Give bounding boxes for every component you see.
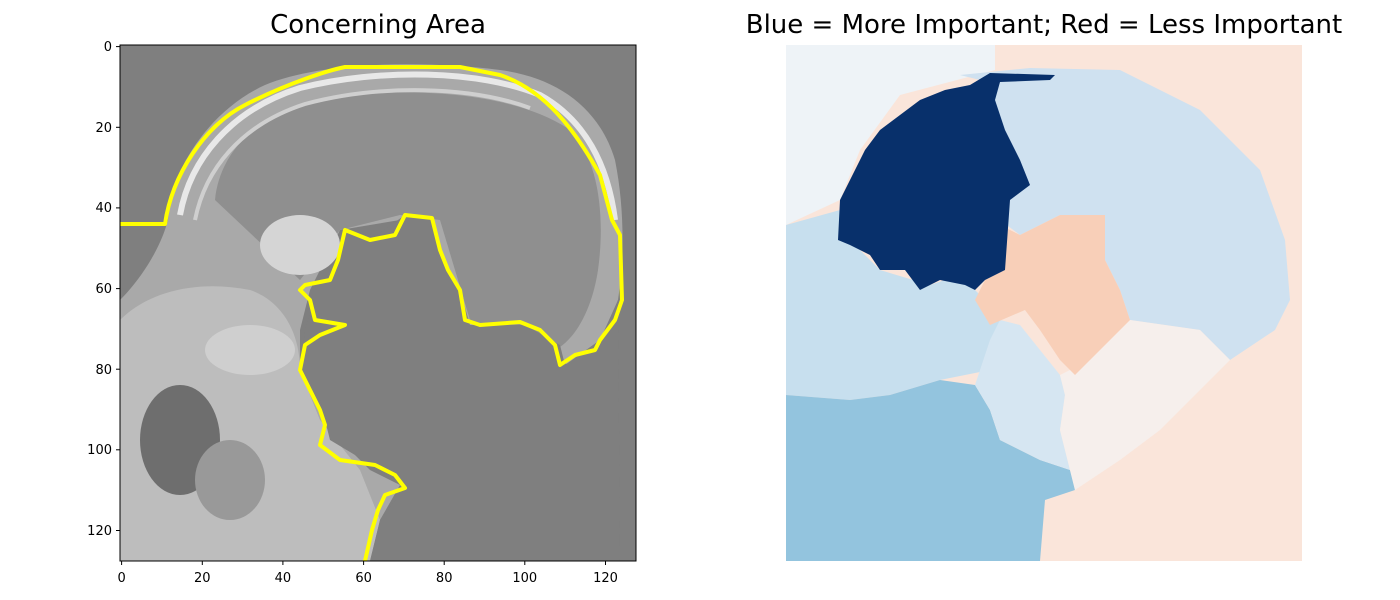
x-tick-label: 100 <box>512 571 537 586</box>
x-tick-label: 40 <box>275 571 292 586</box>
y-tick-label: 120 <box>87 524 112 539</box>
region-salmon <box>975 215 1130 375</box>
left-axes-frame <box>119 44 637 562</box>
region-sky-blue <box>786 210 1000 400</box>
left-panel-title: Concerning Area <box>270 10 486 40</box>
y-tick-label: 20 <box>95 121 112 136</box>
x-tick-label: 120 <box>593 571 618 586</box>
y-tick-label: 100 <box>87 443 112 458</box>
y-tick-label: 0 <box>104 40 112 55</box>
y-tick-label: 40 <box>95 201 112 216</box>
x-tick-label: 0 <box>117 571 125 586</box>
right-panel-title: Blue = More Important; Red = Less Import… <box>745 10 1343 40</box>
x-tick-label: 80 <box>436 571 453 586</box>
left-x-axis: 0 20 40 60 80 100 120 <box>117 561 618 586</box>
importance-map <box>786 45 1302 561</box>
region-dark-blue <box>838 73 1055 290</box>
x-tick-label: 60 <box>355 571 372 586</box>
region-pale-blue <box>975 320 1070 470</box>
x-tick-label: 20 <box>194 571 211 586</box>
y-tick-label: 60 <box>95 282 112 297</box>
left-axes: 0 20 40 60 80 100 120 0 20 40 60 80 100 … <box>87 40 637 586</box>
y-tick-label: 80 <box>95 363 112 378</box>
region-off-white <box>1060 320 1230 490</box>
mri-image <box>120 45 636 561</box>
left-y-axis: 0 20 40 60 80 100 120 <box>87 40 120 539</box>
region-light-blue <box>960 68 1290 360</box>
region-mid-blue <box>786 380 1075 561</box>
region-near-white <box>786 45 995 225</box>
concerning-area-boundary <box>120 65 624 561</box>
